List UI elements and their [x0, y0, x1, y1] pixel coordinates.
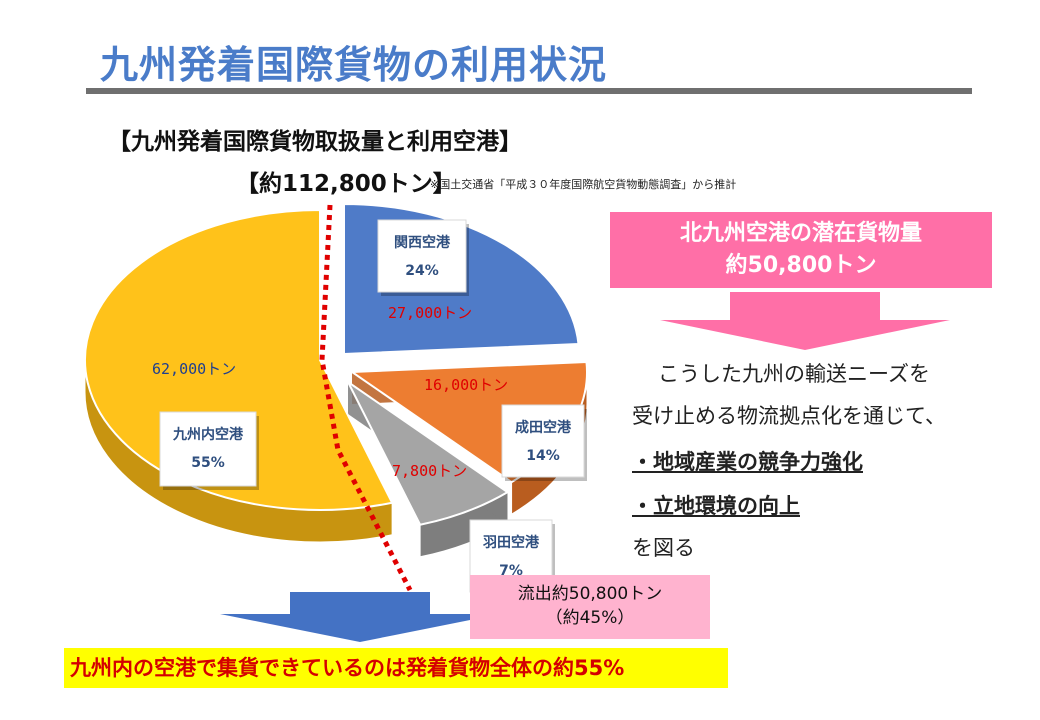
chart-title: 【九州発着国際貨物取扱量と利用空港】 [108, 129, 522, 155]
summary-banner: 九州内の空港で集貨できているのは発着貨物全体の約55% [64, 648, 728, 688]
category-percent: 24% [405, 263, 439, 279]
outflow-line2: （約45%） [545, 608, 635, 628]
description-line4: ・立地環境の向上 [632, 494, 800, 518]
category-callout-1: 成田空港 14% [501, 404, 587, 481]
title-divider [86, 88, 972, 94]
description-line1: こうした九州の輸送ニーズを [658, 362, 930, 386]
category-label: 関西空港 [394, 234, 451, 251]
category-label: 羽田空港 [483, 534, 540, 551]
category-callout-0: 関西空港 24% [377, 219, 469, 296]
callout-box [377, 219, 467, 293]
description-line2: 受け止める物流拠点化を通じて、 [632, 404, 946, 428]
chart-total: 【約112,800トン】 [236, 171, 456, 197]
category-percent: 55% [191, 455, 225, 471]
category-callout-3: 九州内空港 55% [159, 411, 259, 490]
category-label: 九州内空港 [172, 426, 244, 443]
description-line5: を図る [632, 536, 695, 560]
value-label-2: 7,800トン [392, 462, 467, 480]
value-label-0: 27,000トン [388, 304, 472, 322]
chart-source-note: ※国土交通省「平成３０年度国際航空貨物動態調査」から推計 [430, 178, 737, 191]
down-arrow-pink [660, 292, 950, 350]
category-label: 成田空港 [515, 419, 572, 436]
value-label-3: 62,000トン [152, 360, 236, 378]
page-title: 九州発着国際貨物の利用状況 [100, 43, 608, 87]
callout-box [501, 404, 585, 478]
down-arrow-blue [220, 592, 500, 642]
description-line3: ・地域産業の競争力強化 [632, 450, 863, 474]
value-label-1: 16,000トン [424, 376, 508, 394]
callout-box [159, 411, 257, 487]
pie-slice-2 [347, 381, 510, 526]
potential-volume-box: 北九州空港の潜在貨物量 約50,800トン [610, 212, 992, 288]
potential-line2: 約50,800トン [725, 253, 877, 278]
potential-line1: 北九州空港の潜在貨物量 [679, 221, 922, 246]
outflow-box: 流出約50,800トン （約45%） [470, 575, 710, 639]
outflow-line1: 流出約50,800トン [517, 584, 663, 604]
category-percent: 14% [526, 448, 560, 464]
outflow-divider-line [319, 204, 413, 592]
